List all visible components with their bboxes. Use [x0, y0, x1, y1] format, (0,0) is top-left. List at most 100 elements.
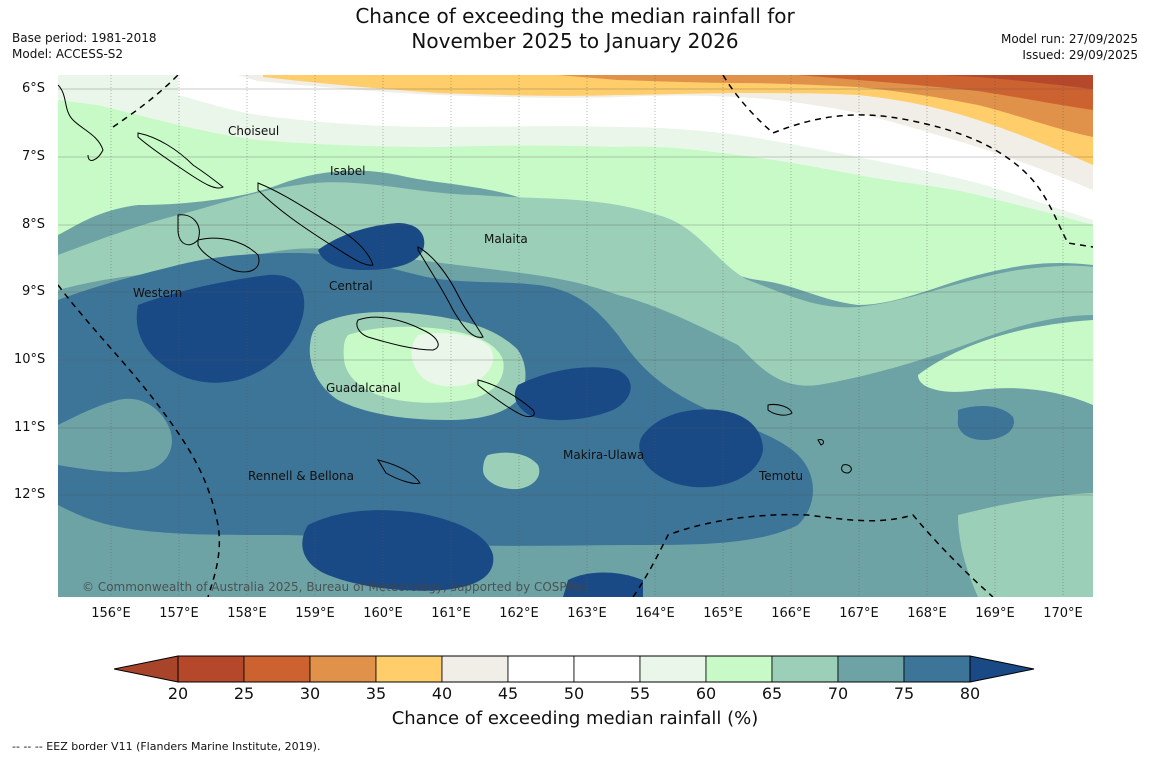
colorbar-tick: 30 [299, 684, 321, 703]
colorbar-cell [771, 655, 839, 683]
meta-right: Model run: 27/09/2025 Issued: 29/09/2025 [1001, 31, 1138, 63]
place-label-isabel: Isabel [330, 164, 366, 178]
colorbar-cell [837, 655, 905, 683]
colorbar-cell [243, 655, 311, 683]
colorbar-cell [903, 655, 971, 683]
lat-label: 9°S [22, 284, 46, 299]
base-period-text: Base period: 1981-2018 [12, 31, 157, 45]
zone-75-east-small [957, 405, 1014, 440]
lon-label: 159°E [295, 606, 335, 621]
map-svg [58, 75, 1093, 597]
place-label-western: Western [133, 286, 183, 300]
place-label-temotu: Temotu [759, 469, 804, 483]
lon-label: 168°E [907, 606, 947, 621]
lon-label: 165°E [703, 606, 743, 621]
place-label-makira-ulawa: Makira-Ulawa [563, 448, 645, 462]
lat-label: 8°S [22, 217, 46, 232]
lon-label: 169°E [975, 606, 1015, 621]
isabel-island [257, 182, 374, 266]
colorbar-tick: 65 [761, 684, 783, 703]
zone-east-65 [918, 320, 1093, 405]
zone-guadalcanal-60 [411, 333, 494, 387]
title-line-1: Chance of exceeding the median rainfall … [355, 4, 795, 28]
colorbar-tick: 25 [233, 684, 255, 703]
latitude-lines [58, 88, 1093, 496]
model-run-text: Model run: 27/09/2025 [1000, 32, 1138, 46]
colorbar-frame [177, 655, 971, 683]
lat-label: 7°S [22, 149, 46, 164]
colorbar-tick: 35 [365, 684, 387, 703]
chart-title: Chance of exceeding the median rainfall … [0, 4, 1150, 54]
colorbar-cell [441, 655, 509, 683]
colorbar-tick: 80 [959, 684, 981, 703]
makira-island [477, 379, 535, 418]
colorbar-cell [639, 655, 707, 683]
rennell-island [376, 459, 421, 484]
new-georgia [197, 237, 260, 273]
eez-borders [58, 75, 1093, 597]
lon-label: 161°E [431, 606, 471, 621]
colorbar-cells [114, 655, 1035, 683]
utupua [817, 439, 825, 446]
colorbar-tick: 50 [563, 684, 585, 703]
colorbar-extend-high [969, 655, 1035, 683]
lon-label: 164°E [635, 606, 675, 621]
eez-northeast [722, 75, 1093, 248]
rainfall-map [58, 75, 1093, 597]
lon-label: 158°E [227, 606, 267, 621]
lon-label: 157°E [159, 606, 199, 621]
zone-80-western [136, 274, 305, 383]
colorbar-tick: 20 [167, 684, 189, 703]
colorbar-tick: 40 [431, 684, 453, 703]
place-label-central: Central [329, 279, 373, 293]
colorbar-tick: 70 [827, 684, 849, 703]
zone-80-makira [514, 367, 631, 421]
lat-label: 12°S [14, 487, 46, 502]
vanikoro [841, 464, 852, 474]
lon-label: 160°E [363, 606, 403, 621]
lat-label: 10°S [14, 352, 46, 367]
zone-80-southeast [563, 572, 643, 597]
place-label-guadalcanal: Guadalcanal [326, 381, 401, 395]
zone-35 [558, 75, 1093, 137]
zone-40 [263, 75, 1093, 165]
place-label-rennell-bellona: Rennell & Bellona [248, 469, 355, 483]
colorbar-tick: 55 [629, 684, 651, 703]
lat-label: 11°S [14, 420, 46, 435]
colorbar-tick: 45 [497, 684, 519, 703]
colorbar [114, 655, 1035, 683]
eez-legend-note: -- -- -- EEZ border V11 (Flanders Marine… [12, 740, 321, 753]
guadalcanal-island [356, 316, 439, 351]
lon-label: 163°E [567, 606, 607, 621]
zone-80-south [302, 510, 494, 591]
colorbar-cell [375, 655, 443, 683]
meta-left: Base period: 1981-2018 Model: ACCESS-S2 [12, 30, 157, 62]
santa-cruz-island [767, 404, 793, 416]
title-line-2: November 2025 to January 2026 [411, 29, 739, 53]
choiseul-island [137, 132, 224, 189]
copyright-notice: © Commonwealth of Australia 2025, Bureau… [82, 580, 588, 594]
lon-label: 167°E [839, 606, 879, 621]
colorbar-cell [309, 655, 377, 683]
zone-80-temotu [639, 409, 763, 488]
graticule [110, 75, 1064, 597]
zone-west-inner-70 [58, 398, 172, 473]
lon-label: 166°E [771, 606, 811, 621]
colorbar-cell [507, 655, 575, 683]
zone-southeast-65 [958, 493, 1093, 597]
zone-25 [938, 75, 1093, 89]
eez-southeast [632, 513, 994, 597]
lat-label: 6°S [22, 81, 46, 96]
zone-south-island-70 [483, 452, 540, 490]
issued-text: Issued: 29/09/2025 [1022, 48, 1138, 62]
colorbar-extend-low [114, 655, 179, 683]
colorbar-cell [705, 655, 773, 683]
coastlines [58, 84, 852, 484]
place-label-choiseul: Choiseul [228, 124, 280, 138]
zone-45 [238, 75, 1093, 190]
eez-west [58, 284, 221, 597]
colorbar-title: Chance of exceeding median rainfall (%) [391, 708, 759, 729]
colorbar-cell [177, 655, 245, 683]
lon-label: 156°E [91, 606, 131, 621]
lon-label: 162°E [499, 606, 539, 621]
